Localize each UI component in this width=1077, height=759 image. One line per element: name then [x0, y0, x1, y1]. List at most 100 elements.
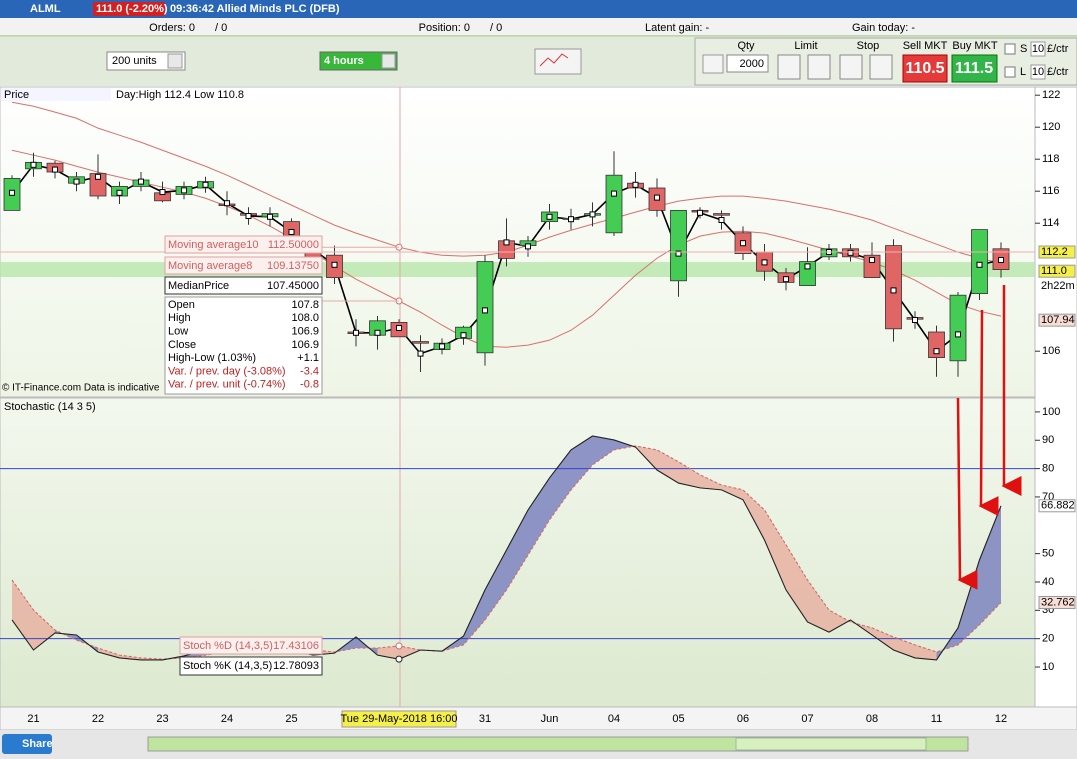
- candle-body: [713, 213, 730, 216]
- cursor-date-box: [341, 710, 457, 728]
- limit-buy[interactable]: [777, 54, 801, 80]
- sell-button[interactable]: [902, 54, 948, 83]
- candle-body: [670, 209, 687, 282]
- price-marker: [1038, 245, 1076, 259]
- row-label: Close: [168, 339, 196, 351]
- y-tick-label: 114: [1042, 217, 1060, 229]
- quote: 111.0 (-2.20%): [96, 3, 168, 15]
- median-point: [396, 325, 402, 331]
- scroll-thumb[interactable]: [735, 737, 927, 751]
- median-point: [611, 190, 617, 197]
- price-marker-label: 112.2: [1041, 246, 1068, 258]
- symbol[interactable]: ALML: [30, 3, 61, 15]
- price-marker: [1038, 264, 1076, 278]
- median-point: [890, 287, 897, 294]
- median-point: [675, 250, 682, 257]
- x-tick-label: 31: [479, 713, 491, 725]
- median-point: [9, 189, 15, 196]
- share-button[interactable]: [2, 734, 52, 754]
- buy-button[interactable]: [951, 54, 998, 83]
- row-label: Var. / prev. day (-3.08%): [168, 365, 286, 377]
- stop-sell[interactable]: [869, 54, 893, 80]
- checkbox[interactable]: [1004, 66, 1016, 78]
- tooltip-value: 112.50000: [268, 239, 319, 251]
- ohlc-rows: Open 107.8 High 108.0 Low 106.9 Close 106.9 High…: [168, 299, 319, 391]
- header-bg: [1, 88, 111, 101]
- median-point: [632, 181, 639, 188]
- settings-button[interactable]: [702, 54, 724, 74]
- tooltip-value: 12.78093: [273, 660, 319, 672]
- tooltip-value: 109.13750: [267, 260, 319, 272]
- median-point: [869, 257, 875, 263]
- period-select[interactable]: [319, 51, 398, 71]
- qty-input[interactable]: [726, 54, 769, 73]
- dropdown[interactable]: [167, 53, 183, 69]
- median-point: [245, 213, 252, 219]
- median-point: [224, 200, 230, 207]
- chart-type-button[interactable]: [534, 48, 582, 75]
- median-point: [761, 259, 768, 266]
- stoch-fill: [549, 449, 571, 520]
- l-unit: £/ctr: [1047, 66, 1069, 78]
- row-value: 108.0: [291, 312, 319, 324]
- stoch-fill: [807, 579, 829, 633]
- tooltip-ma8: [164, 256, 323, 275]
- median-point: [267, 213, 273, 220]
- units: 200 units: [112, 55, 157, 67]
- title-bar: [0, 0, 1077, 18]
- candle-body: [605, 174, 623, 234]
- price-marker-label: 32.762: [1041, 596, 1075, 608]
- median-point: [288, 229, 295, 235]
- median-point: [740, 240, 746, 247]
- stoch-fill: [657, 449, 679, 484]
- dropdown[interactable]: [381, 53, 396, 69]
- checkbox[interactable]: [1004, 43, 1016, 55]
- candle-body: [412, 341, 429, 344]
- median-point: [589, 211, 596, 218]
- y-tick-label: 10: [1042, 661, 1054, 673]
- l-input[interactable]: [1030, 64, 1046, 80]
- stoch-fill: [764, 509, 786, 590]
- stoch-fill: [721, 485, 743, 500]
- tooltip-stoch-d: [179, 636, 323, 655]
- units-select[interactable]: [106, 51, 186, 71]
- candle-body: [89, 173, 107, 197]
- stoch-title: Stochastic (14 3 5): [4, 401, 96, 413]
- median-point: [374, 329, 381, 336]
- window-title: 09:36:42 Allied Minds PLC (DFB): [170, 3, 340, 15]
- stoch-fill: [829, 610, 851, 633]
- stoch-fill: [915, 644, 937, 660]
- median-point: [847, 249, 854, 256]
- timer: 2h22m: [1041, 280, 1075, 292]
- median-point: [568, 216, 574, 223]
- icon: [539, 53, 569, 67]
- orders: Orders: 0: [149, 22, 195, 34]
- quote-box: [93, 2, 165, 16]
- price-panel: [0, 86, 1036, 398]
- stop-buy[interactable]: [839, 54, 863, 80]
- l-qty: 10: [1032, 66, 1044, 78]
- price-title: Price: [4, 89, 29, 101]
- position-sub: / 0: [490, 22, 502, 34]
- candle-body: [863, 254, 881, 278]
- row-value: -3.4: [300, 365, 319, 377]
- x-tick-label: 04: [608, 713, 620, 725]
- s-input[interactable]: [1030, 41, 1046, 57]
- orders-sub: / 0: [215, 22, 227, 34]
- x-tick-label: 25: [285, 713, 297, 725]
- buy-label: Buy MKT: [952, 40, 998, 52]
- limit-sell[interactable]: [807, 54, 831, 80]
- y-tick-label: 50: [1042, 548, 1054, 560]
- row-label: Open: [168, 299, 195, 311]
- y-tick-label: 100: [1042, 406, 1060, 418]
- tooltip-label: Stoch %D (14,3,5): [183, 640, 273, 652]
- median-point: [525, 243, 531, 250]
- credit: © IT-Finance.com Data is indicative: [2, 383, 160, 394]
- x-tick-label: 06: [737, 713, 749, 725]
- plot: 2h22m 106 114 116 118 120 122 112.2 111.0 107.94 2…: [0, 89, 1076, 728]
- stoch-fill: [463, 589, 485, 645]
- x-tick-label: 05: [672, 713, 684, 725]
- median-point: [976, 261, 983, 268]
- price-marker-label: 111.0: [1041, 265, 1067, 277]
